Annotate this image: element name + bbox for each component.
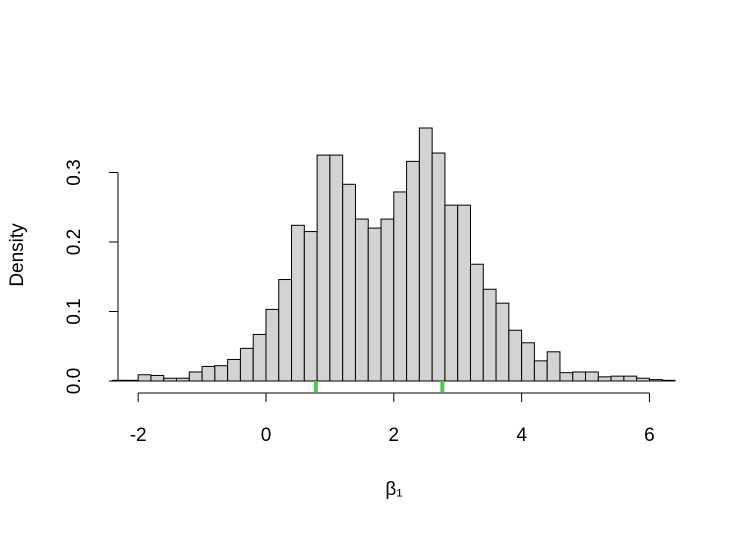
bar	[367, 227, 382, 382]
bar	[201, 365, 216, 382]
y-tick-label: 0.0	[64, 368, 85, 394]
bar	[303, 231, 318, 382]
bar	[610, 375, 625, 382]
bar	[636, 377, 650, 382]
bar	[431, 152, 446, 382]
bar	[495, 302, 510, 382]
bar	[508, 329, 523, 382]
bar	[137, 374, 152, 382]
bar	[597, 376, 612, 382]
bar	[124, 379, 139, 382]
bar	[648, 379, 663, 382]
bar	[278, 279, 293, 382]
y-tick-label: 0.3	[64, 159, 85, 185]
bar	[163, 377, 178, 382]
bar	[623, 375, 638, 382]
bar	[252, 333, 267, 382]
x-tick-label: 2	[389, 425, 400, 446]
bar	[457, 204, 471, 382]
bar	[342, 183, 356, 382]
bar	[482, 288, 497, 382]
x-tick-label: 6	[644, 425, 655, 446]
bar	[354, 218, 369, 382]
bar	[469, 263, 484, 382]
bar	[559, 372, 574, 382]
bar	[291, 224, 305, 382]
x-tick-label: -2	[130, 425, 147, 446]
bar	[188, 371, 203, 382]
bar	[316, 154, 331, 382]
y-tick-label: 0.2	[64, 229, 85, 255]
bar	[329, 154, 344, 382]
y-axis-label: Density	[7, 223, 28, 287]
bar	[380, 218, 395, 382]
bar	[214, 365, 229, 382]
y-tick-label: 0.1	[64, 298, 85, 324]
x-tick-label: 0	[261, 425, 272, 446]
bar	[585, 371, 599, 382]
bar	[533, 360, 548, 382]
bar	[150, 374, 165, 382]
bar	[176, 377, 190, 382]
bar	[444, 204, 459, 382]
bar	[406, 160, 420, 382]
bar	[661, 379, 676, 382]
x-axis-label: β₁	[385, 479, 402, 500]
bar	[227, 358, 241, 382]
bar	[521, 342, 535, 382]
bar	[546, 351, 561, 382]
bar	[393, 191, 408, 382]
bar	[572, 371, 587, 382]
bar	[265, 308, 280, 382]
bar	[418, 127, 433, 382]
x-tick-label: 4	[516, 425, 527, 446]
bar	[239, 347, 254, 382]
